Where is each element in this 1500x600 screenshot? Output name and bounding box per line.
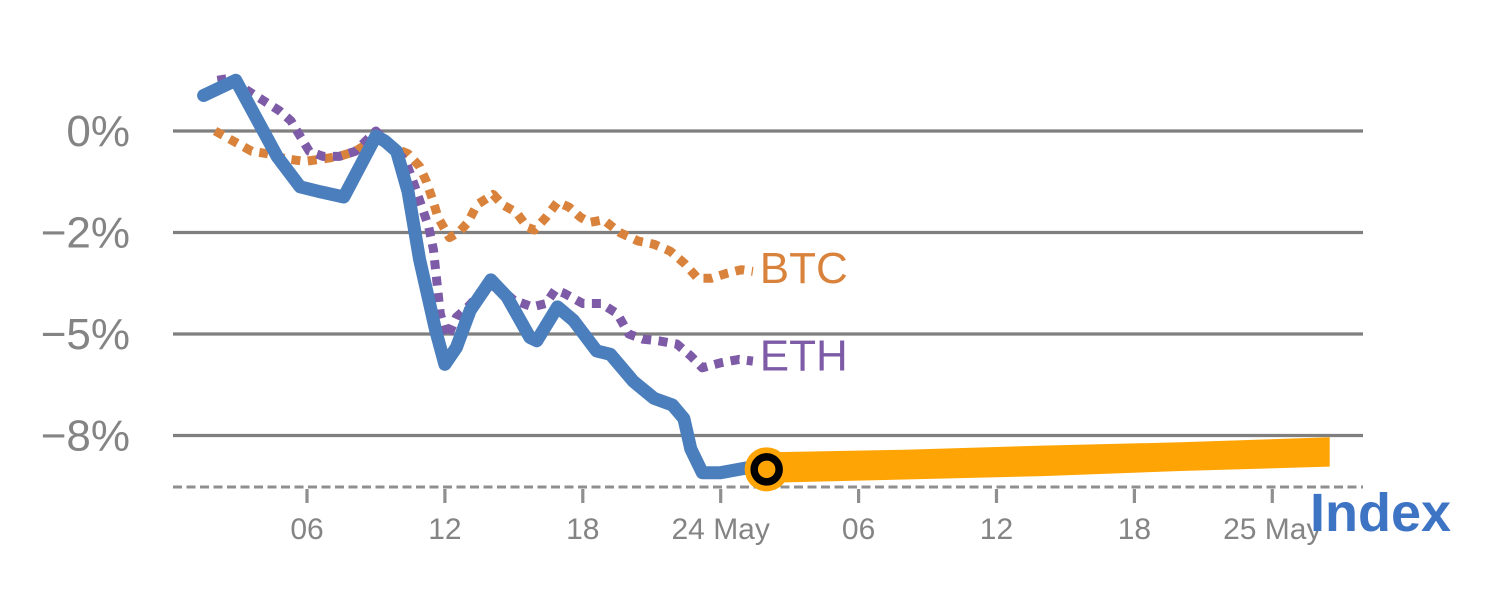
x-axis-tick-label: 12 bbox=[980, 513, 1013, 546]
y-axis-tick-label: −5% bbox=[41, 310, 130, 359]
x-axis-tick-label: 12 bbox=[428, 513, 461, 546]
index-series-label: Index bbox=[1310, 483, 1451, 543]
index-line bbox=[197, 73, 764, 480]
btc-series-label: BTC bbox=[760, 244, 848, 293]
btc-line bbox=[212, 127, 754, 283]
x-axis-tick-label: 06 bbox=[290, 513, 323, 546]
eth-series-label: ETH bbox=[760, 331, 848, 380]
eth-line bbox=[216, 73, 754, 373]
forecast-start-marker bbox=[750, 453, 783, 486]
index-forecast-band bbox=[764, 437, 1330, 483]
x-axis-tick-label: 24 May bbox=[671, 513, 769, 546]
x-axis-tick-label: 25 May bbox=[1223, 513, 1321, 546]
x-axis-tick-label: 18 bbox=[566, 513, 599, 546]
y-axis-tick-label: 0% bbox=[66, 107, 130, 156]
x-axis-tick-label: 18 bbox=[1118, 513, 1151, 546]
y-axis-tick-label: −2% bbox=[41, 209, 130, 258]
y-axis-tick-label: −8% bbox=[41, 412, 130, 461]
x-axis-tick-label: 06 bbox=[842, 513, 875, 546]
